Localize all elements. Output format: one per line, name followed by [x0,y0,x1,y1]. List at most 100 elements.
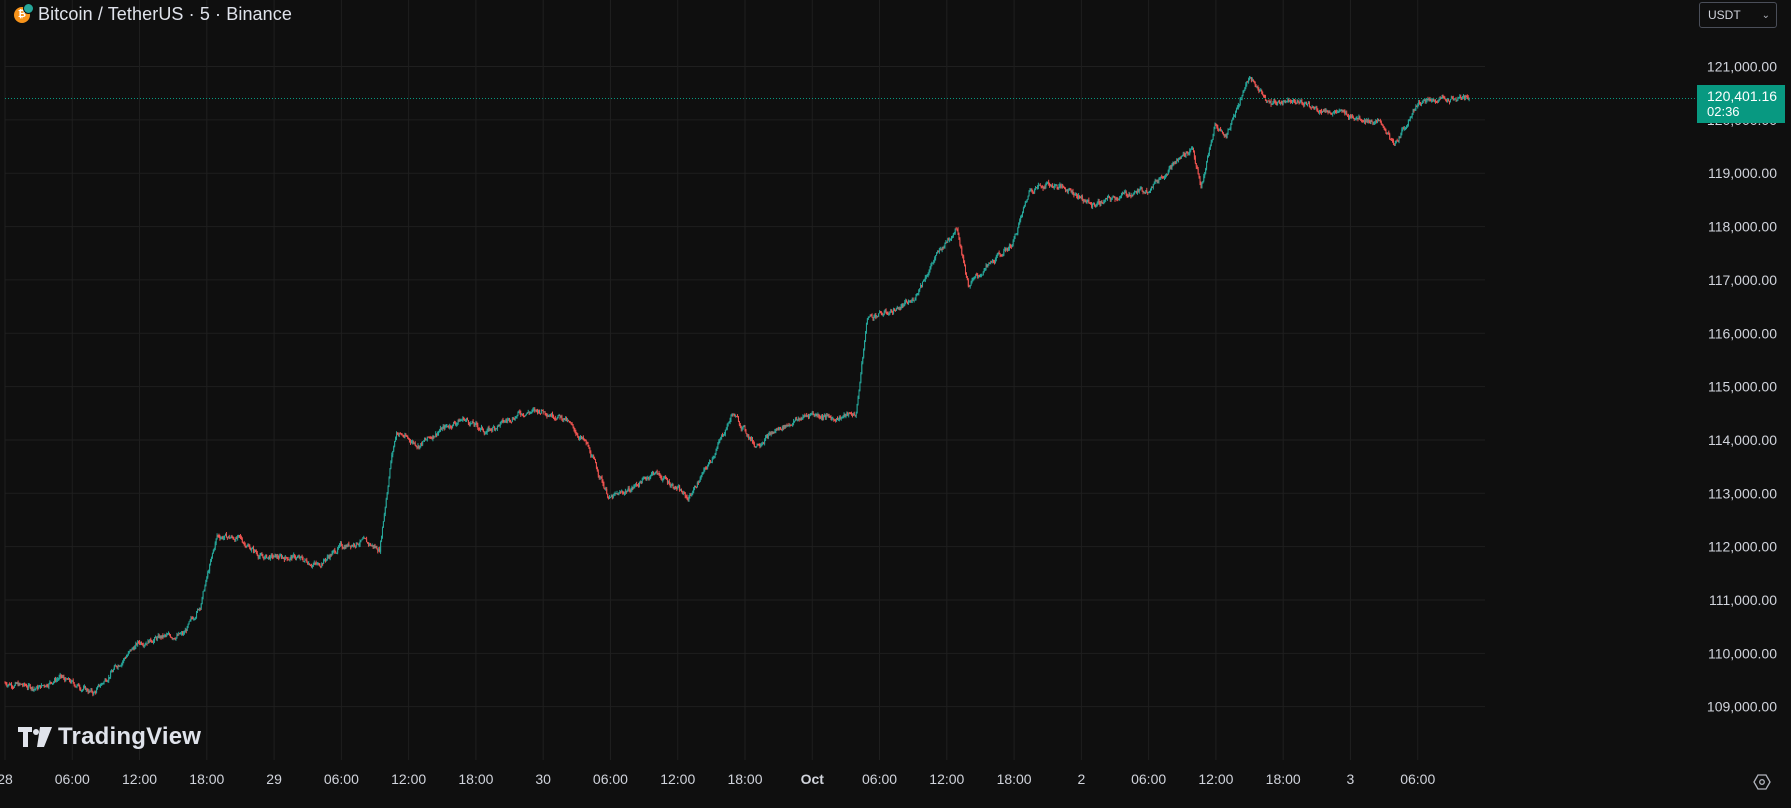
candle-body [203,590,205,592]
candle-body [936,253,938,256]
candle-body [239,535,241,537]
candle-body [310,565,312,567]
candle-body [836,418,838,422]
candle-body [63,676,65,679]
candle-body [1327,111,1329,113]
candle-body [558,414,560,416]
candle-body [854,415,856,417]
candle-body [264,557,266,560]
candle-body [254,550,256,552]
candle-body [794,420,796,422]
candle-body [907,302,909,304]
candle-body [1075,193,1077,195]
symbol-header[interactable]: ₿ Bitcoin / TetherUS · 5 · Binance [14,2,292,25]
candle-body [244,543,246,547]
candle-body [1326,110,1328,112]
candle-body [1082,199,1084,202]
candle-body [846,412,848,415]
candle-body [374,546,376,548]
candle-body [1449,99,1451,103]
candle-body [1027,196,1029,200]
chart-settings-button[interactable] [1751,771,1773,793]
candle-body [1354,118,1356,120]
candle-body [105,679,107,681]
candle-body [669,484,671,487]
candle-body [247,545,249,547]
candle-body [455,424,457,426]
candle-body [720,437,722,441]
candle-body [113,666,115,670]
candle-body [20,683,22,685]
candle-body [945,241,947,243]
candle-body [227,536,229,538]
symbol-title[interactable]: Bitcoin / TetherUS · 5 · Binance [38,4,292,24]
currency-select[interactable]: USDT ⌄ [1699,2,1777,28]
time-axis[interactable]: 28 06:00 12:00 18:00 29 06:00 12:00 18:00 30 06:0… [0,771,1435,787]
candle-body [532,409,534,411]
candle-body [107,680,109,682]
tradingview-logo[interactable]: TradingView [18,723,201,751]
candle-body [415,445,417,447]
candle-body [467,420,469,423]
candle-body [459,420,461,422]
candle-body [898,308,900,310]
candle-body [587,443,589,447]
candle-body [293,554,295,556]
candle-body [1465,96,1467,98]
candle-body [153,640,155,643]
candle-body [708,462,710,467]
candle-body [787,425,789,427]
candle-body [312,564,314,566]
candle-body [538,410,540,414]
candle-body [1019,220,1021,224]
candle-body [1133,193,1135,195]
candle-body [1056,184,1058,188]
candle-body [1216,125,1218,128]
x-tick-label: 06:00 [55,771,90,787]
candle-body [60,674,62,677]
candle-body [948,239,950,241]
candle-body [417,445,419,448]
candle-body [1386,132,1388,134]
candle-body [175,637,177,640]
candle-body [679,486,681,491]
candle-body [1048,182,1050,184]
candle-body [1115,198,1117,200]
candle-body [872,317,874,319]
candle-body [27,685,29,689]
candle-body [26,687,28,689]
candle-body [595,463,597,468]
candle-body [349,545,351,547]
y-tick-label: 116,000.00 [1708,325,1777,341]
candle-body [182,632,184,635]
candle-body [118,665,120,667]
candle-body [1355,118,1357,120]
candle-body [924,277,926,281]
candle-body [1277,102,1279,105]
candle-body [1291,101,1293,103]
candle-body [39,685,41,688]
candle-body [684,492,686,497]
candle-body [581,437,583,439]
candle-body [296,557,298,559]
candle-body [96,689,98,693]
candle-body [1280,102,1282,104]
candle-body [527,412,529,414]
price-axis[interactable]: 121,000.00120,000.00119,000.00118,000.00… [1707,59,1777,715]
candle-body [444,426,446,429]
candle-body [1430,99,1432,102]
candle-body [1255,84,1257,88]
candle-body [1298,101,1300,103]
x-tick-label: 06:00 [1400,771,1435,787]
candle-body [1406,125,1408,127]
candle-body [441,428,443,430]
candle-body [197,609,199,611]
candle-body [1210,142,1212,147]
logo-text: TradingView [58,723,202,750]
candle-body [1392,140,1394,144]
candle-body [6,684,8,686]
candle-body [989,262,991,264]
candle-body [1195,163,1197,167]
